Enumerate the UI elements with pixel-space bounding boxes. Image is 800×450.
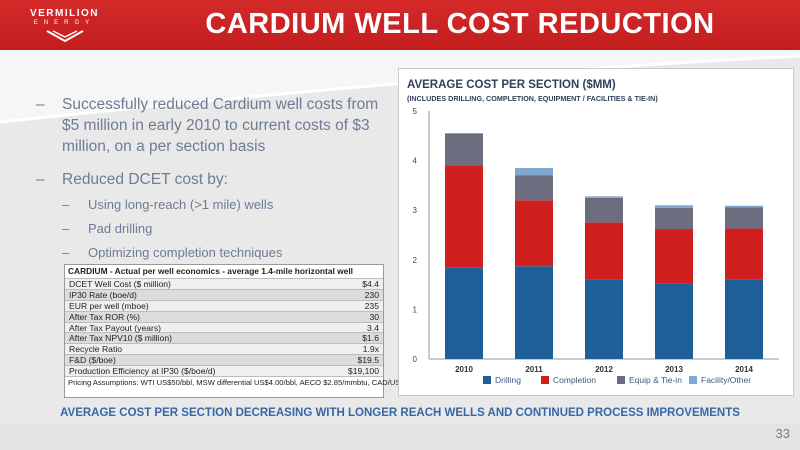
bullet-dcet: – Reduced DCET cost by:	[36, 169, 382, 190]
bar-facility-other-2011	[515, 168, 553, 176]
bar-completion-2014	[725, 228, 763, 280]
legend-label: Equip & Tie-in	[629, 375, 682, 385]
y-tick-label: 4	[413, 157, 418, 166]
table-row-label: Recycle Ratio	[69, 344, 123, 355]
x-tick-label: 2014	[735, 365, 753, 374]
y-tick-label: 3	[413, 206, 418, 215]
table-row-value: 235	[364, 300, 379, 311]
table-row: After Tax ROR (%) 30	[65, 310, 383, 322]
x-tick-label: 2012	[595, 365, 613, 374]
sub-bullet-completion: – Optimizing completion techniques	[62, 244, 382, 261]
y-tick-label: 2	[413, 256, 418, 265]
table-title: CARDIUM - Actual per well economics - av…	[68, 266, 353, 276]
table-row-value: 3.4	[367, 322, 379, 333]
page-number: 33	[775, 426, 790, 441]
table-row: EUR per well (mboe) 235	[65, 299, 383, 311]
table-row-label: After Tax Payout (years)	[69, 322, 162, 333]
y-tick-label: 1	[413, 305, 418, 314]
bar-equip-tie-in-2010	[445, 133, 483, 166]
table-note: Pricing Assumptions: WTI US$50/bbl, MSW …	[65, 376, 423, 389]
table-row: DCET Well Cost ($ million) $4.4	[65, 278, 383, 289]
legend-swatch	[689, 376, 697, 384]
bar-equip-tie-in-2013	[655, 207, 693, 230]
x-tick-label: 2010	[455, 365, 473, 374]
bar-facility-other-2012	[585, 196, 623, 198]
table-row: After Tax Payout (years) 3.4	[65, 321, 383, 333]
table-body: DCET Well Cost ($ million) $4.4 IP30 Rate …	[65, 278, 383, 376]
bar-drilling-2014	[725, 279, 763, 359]
table-row-label: DCET Well Cost ($ million)	[69, 279, 171, 289]
table-row-value: $4.4	[362, 279, 379, 289]
bullet-text: Successfully reduced Cardium well costs …	[62, 96, 379, 155]
table-row-value: $19.5	[357, 355, 379, 366]
logo-subtitle: ENERGY	[33, 20, 96, 26]
legend-label: Drilling	[495, 375, 521, 385]
table-row-label: After Tax NPV10 ($ million)	[69, 333, 173, 344]
table-row-value: 1.9x	[362, 344, 379, 355]
table-row: After Tax NPV10 ($ million) $1.6	[65, 332, 383, 343]
table-row-label: F&D ($/boe)	[69, 355, 116, 366]
legend-swatch	[617, 376, 625, 384]
logo-name: VERMILION	[29, 8, 100, 19]
bullet-dash-icon: –	[62, 245, 70, 260]
table-row-value: 30	[369, 311, 379, 322]
legend-label: Completion	[553, 375, 596, 385]
bullet-list: – Successfully reduced Cardium well cost…	[36, 94, 382, 268]
bullet-dash-icon: –	[62, 221, 70, 236]
bar-facility-other-2014	[725, 205, 763, 208]
bar-completion-2013	[655, 229, 693, 284]
x-tick-label: 2011	[525, 365, 543, 374]
table-row: IP30 Rate (boe/d) 230	[65, 288, 383, 300]
table-row-value: $1.6	[362, 333, 379, 344]
bar-drilling-2010	[445, 267, 483, 359]
bar-completion-2010	[445, 165, 483, 268]
legend-swatch	[541, 376, 549, 384]
economics-table: CARDIUM - Actual per well economics - av…	[64, 264, 423, 398]
table-row-label: After Tax ROR (%)	[69, 311, 140, 322]
table-row-label: EUR per well (mboe)	[69, 300, 149, 311]
slide-header: VERMILION ENERGY CARDIUM WELL COST REDUC…	[0, 0, 800, 50]
y-tick-label: 0	[413, 355, 418, 364]
bar-equip-tie-in-2011	[515, 175, 553, 201]
vermilion-logo: VERMILION ENERGY	[12, 6, 117, 46]
bullet-cost-reduction: – Successfully reduced Cardium well cost…	[36, 94, 382, 157]
chart-title: AVERAGE COST PER SECTION ($MM)	[407, 79, 616, 91]
table-row-label: IP30 Rate (boe/d)	[69, 289, 137, 300]
table-row: F&D ($/boe) $19.5	[65, 354, 383, 365]
cost-chart-panel: AVERAGE COST PER SECTION ($MM) (INCLUDES…	[398, 68, 794, 396]
sub-bullet-text: Pad drilling	[88, 221, 153, 236]
summary-banner: AVERAGE COST PER SECTION DECREASING WITH…	[60, 407, 740, 419]
table-row-label: Production Efficiency at IP30 ($/boe/d)	[69, 366, 216, 377]
chart-subtitle: (INCLUDES DRILLING, COMPLETION, EQUIPMEN…	[407, 94, 658, 103]
sub-bullet-pad-drilling: – Pad drilling	[62, 220, 382, 237]
sub-bullet-long-reach: – Using long-reach (>1 mile) wells	[62, 196, 382, 213]
bullet-dash-icon: –	[62, 197, 70, 212]
bar-completion-2012	[585, 222, 623, 280]
bar-completion-2011	[515, 200, 553, 267]
bar-drilling-2012	[585, 279, 623, 359]
slide-title: CARDIUM WELL COST REDUCTION	[205, 8, 715, 40]
footer-bar	[0, 424, 800, 450]
logo-chevron-icon	[46, 30, 83, 43]
bullet-dash-icon: –	[36, 96, 45, 113]
sub-bullet-text: Using long-reach (>1 mile) wells	[88, 197, 274, 212]
table-row-value: 230	[364, 289, 379, 300]
x-tick-label: 2013	[665, 365, 683, 374]
bar-facility-other-2013	[655, 205, 693, 208]
table-row: Recycle Ratio 1.9x	[65, 343, 383, 354]
y-tick-label: 5	[413, 107, 418, 116]
legend-swatch	[483, 376, 491, 384]
bar-equip-tie-in-2014	[725, 207, 763, 229]
bullet-text: Reduced DCET cost by:	[62, 171, 228, 188]
table-row-value: $19,100	[347, 366, 379, 377]
stacked-bar-chart: 0 1 2 3 4 5 2010 2011 2012 2013 2014 Drilling Comple…	[413, 107, 779, 385]
bar-drilling-2011	[515, 266, 553, 359]
sub-bullet-text: Optimizing completion techniques	[88, 245, 283, 260]
bar-drilling-2013	[655, 283, 693, 359]
bar-equip-tie-in-2012	[585, 197, 623, 223]
bullet-dash-icon: –	[36, 171, 45, 188]
legend-label: Facility/Other	[701, 375, 751, 385]
table-row: Production Efficiency at IP30 ($/boe/d) $…	[65, 365, 383, 376]
